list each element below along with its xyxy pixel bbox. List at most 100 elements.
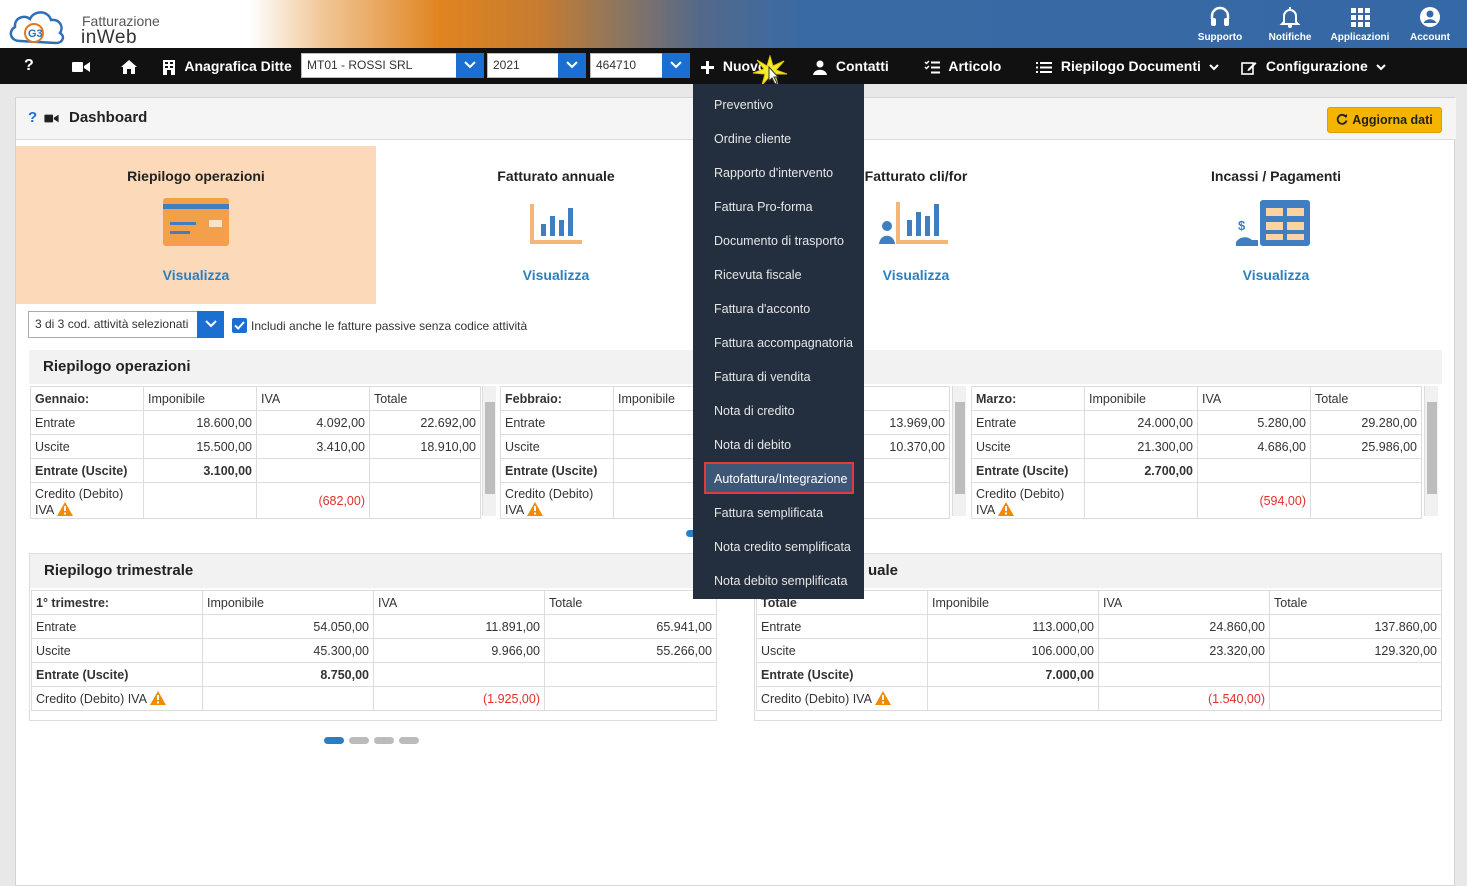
card-view-link[interactable]: Visualizza [162,267,230,283]
warning-icon[interactable] [998,501,1015,516]
menu-item-fattura-pro-forma[interactable]: Fattura Pro-forma [714,200,813,214]
carousel-dot[interactable] [374,737,394,744]
menu-item-nota-credito[interactable]: Nota di credito [714,404,795,418]
year-select[interactable]: 2021 [487,53,559,78]
configuration-menu[interactable]: Configurazione [1241,48,1391,84]
code-select[interactable]: 464710 [590,53,663,78]
card-receipts-payments[interactable]: Incassi / Pagamenti $ Visualizza [1096,146,1456,304]
warning-icon[interactable] [874,691,891,705]
menu-item-fattura-accompagnatoria[interactable]: Fattura accompagnatoria [714,336,853,350]
scrollbar-thumb[interactable] [955,402,965,494]
menu-item-nota-credito-semplificata[interactable]: Nota credito semplificata [714,540,851,554]
cell: 23.320,00 [1098,638,1270,663]
credit-label: Credito (Debito) [976,486,1065,501]
scrollbar-thumb[interactable] [1427,402,1437,494]
video-camera-icon[interactable] [44,113,59,124]
credit-label-2: IVA [35,502,55,517]
carousel-dot-active[interactable] [686,530,696,537]
cell [373,662,545,687]
scrollbar-thumb[interactable] [485,402,495,494]
col-header: Totale [1269,590,1442,615]
menu-item-nota-debito[interactable]: Nota di debito [714,438,792,452]
topbar-support[interactable]: Supporto [1185,2,1255,46]
cell: 129.320,00 [1269,638,1442,663]
table-row: Credito (Debito) IVA (1.540,00) [756,686,1442,711]
carousel-dot-active[interactable] [324,737,344,744]
cell: 21.300,00 [1084,434,1198,459]
company-select-toggle[interactable] [456,53,484,78]
card-view-link[interactable]: Visualizza [1242,267,1310,283]
bar-chart-icon [530,204,582,244]
activity-code-select[interactable]: 3 di 3 cod. attività selezionati [28,311,224,338]
code-select-toggle[interactable] [662,53,690,78]
activity-code-toggle[interactable] [197,311,224,338]
card-view-link[interactable]: Visualizza [882,267,950,283]
cloud-logo-icon: G3 [9,11,65,45]
help-button[interactable]: ? [24,57,34,74]
plus-icon [701,60,714,74]
documents-summary-menu[interactable]: Riepilogo Documenti [1036,48,1224,84]
cash-table-icon: $ [1236,200,1310,246]
help-icon[interactable]: ? [28,109,38,126]
warning-icon[interactable] [149,691,166,705]
cell [1197,458,1311,483]
checklist-icon [924,60,940,74]
cell: 9.966,00 [373,638,545,663]
menu-item-documento-trasporto[interactable]: Documento di trasporto [714,234,844,248]
company-registry-link[interactable]: Anagrafica Ditte [162,48,292,84]
menu-item-rapporto-intervento[interactable]: Rapporto d'intervento [714,166,834,180]
company-select[interactable]: MT01 - ROSSI SRL [301,53,457,78]
menu-item-nota-debito-semplificata[interactable]: Nota debito semplificata [714,574,848,588]
topbar-account[interactable]: Account [1395,2,1465,46]
year-select-toggle[interactable] [558,53,586,78]
row-label: Entrate [500,410,614,435]
row-label: Uscite [971,434,1085,459]
scrollbar[interactable] [482,386,496,516]
warning-icon[interactable] [57,501,74,516]
topbar-notifications[interactable]: Notifiche [1255,2,1325,46]
click-burst-icon [752,55,788,86]
include-passive-checkbox[interactable] [232,318,247,333]
carousel-dot[interactable] [349,737,369,744]
menu-item-autofattura[interactable]: Autofattura/Integrazione [714,472,848,486]
menu-item-fattura-semplificata[interactable]: Fattura semplificata [714,506,824,520]
topbar-apps[interactable]: Applicazioni [1325,2,1395,46]
col-header: IVA [1098,590,1270,615]
chevron-down-icon [566,61,578,69]
cell: 2.700,00 [1084,458,1198,483]
annual-table: Totale Imponibile IVA Totale Entrate 113.000… [756,590,1442,711]
scrollbar[interactable] [1424,386,1438,516]
home-button[interactable] [120,48,143,84]
card-view-link[interactable]: Visualizza [522,267,590,283]
menu-item-preventivo[interactable]: Preventivo [714,98,774,112]
menu-item-highlight [704,462,854,494]
cell: 22.692,00 [369,410,481,435]
menu-item-fattura-vendita[interactable]: Fattura di vendita [714,370,811,384]
carousel-dot[interactable] [399,737,419,744]
cell [927,686,1099,711]
col-header: Totale [1310,386,1422,411]
refresh-data-button[interactable]: Aggiorna dati [1327,107,1442,133]
article-link[interactable]: Articolo [924,48,1001,84]
table-row: Entrate (Uscite) 3.100,00 [30,458,481,483]
warning-icon[interactable] [527,501,544,516]
top-header: G3 Fatturazione inWeb Supporto Notifiche… [0,0,1467,48]
credit-label: Credito (Debito) [35,486,124,501]
card-annual-revenue[interactable]: Fatturato annuale Visualizza [376,146,736,304]
menu-item-ricevuta-fiscale[interactable]: Ricevuta fiscale [714,268,802,282]
scrollbar[interactable] [952,386,966,516]
table-row: Entrate 24.000,00 5.280,00 29.280,00 [971,410,1422,435]
video-button[interactable] [72,48,95,84]
cell [1310,482,1422,519]
carousel-pager [324,733,424,747]
cell: 55.266,00 [544,638,717,663]
app-logo[interactable]: G3 Fatturazione inWeb [6,5,176,48]
card-client-supplier-revenue[interactable]: Fatturato cli/for Visualizza [736,146,1096,304]
menu-item-fattura-acconto[interactable]: Fattura d'acconto [714,302,811,316]
new-document-menu[interactable]: Nuovo [701,48,766,84]
menu-item-ordine-cliente[interactable]: Ordine cliente [714,132,792,146]
contacts-link[interactable]: Contatti [813,48,889,84]
chevron-down-icon [204,320,217,328]
cell: 29.280,00 [1310,410,1422,435]
card-operations-summary[interactable]: Riepilogo operazioni Visualizza [16,146,376,304]
